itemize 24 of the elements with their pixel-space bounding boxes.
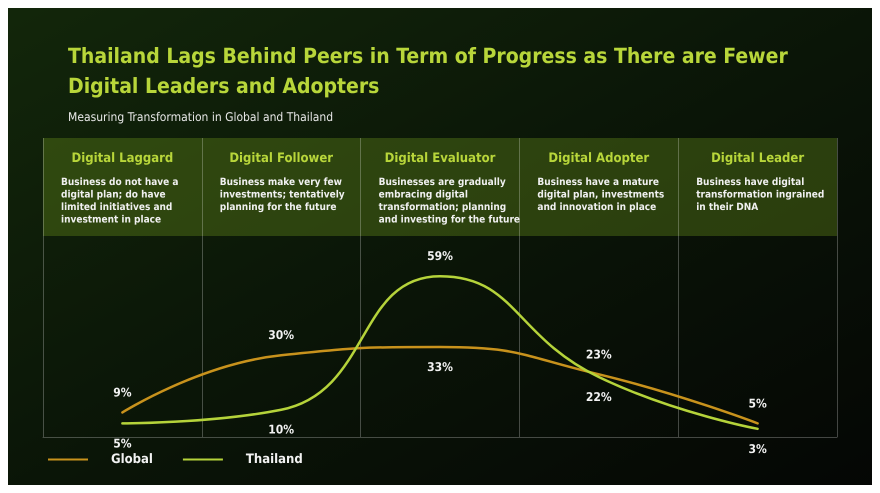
data-label: 30% (268, 328, 294, 342)
legend-label: Global (111, 452, 153, 467)
data-label: 33% (427, 360, 454, 374)
data-label: 5% (113, 436, 132, 450)
chart-title: Thailand Lags Behind Peers in Term of Progress as There are Fewer Digital Leaders and Adopters (68, 44, 788, 98)
text: Businesses are gradually embracing digital transformation; planning and investing for the future (378, 176, 520, 226)
x-tick-label: Digital Leader (711, 151, 804, 166)
x-tick-label: Digital Follower (229, 151, 334, 166)
data-label: 5% (748, 396, 767, 410)
legend-label: Thailand (246, 452, 303, 467)
data-label: 23% (586, 347, 612, 362)
text: Business make very few investments; tentatively planning for the future (220, 176, 345, 213)
x-tick-label: Digital Adopter (548, 151, 650, 166)
data-label: 3% (748, 442, 767, 456)
text: Business have a mature digital plan, investments and innovation in place (537, 176, 664, 213)
chart-subtitle: Measuring Transformation in Global and Thailand (68, 110, 334, 124)
text: Business do not have a digital plan; do have limited initiatives and investment in place (61, 176, 178, 226)
data-label: 22% (586, 390, 612, 404)
x-tick-label: Digital Laggard (72, 151, 174, 166)
data-label: 10% (268, 422, 294, 437)
data-label: 59% (427, 249, 454, 264)
x-tick-label: Digital Evaluator (384, 151, 496, 166)
data-label: 9% (113, 385, 132, 400)
text: Business have digital transformation ingrained in their DNA (696, 176, 824, 213)
